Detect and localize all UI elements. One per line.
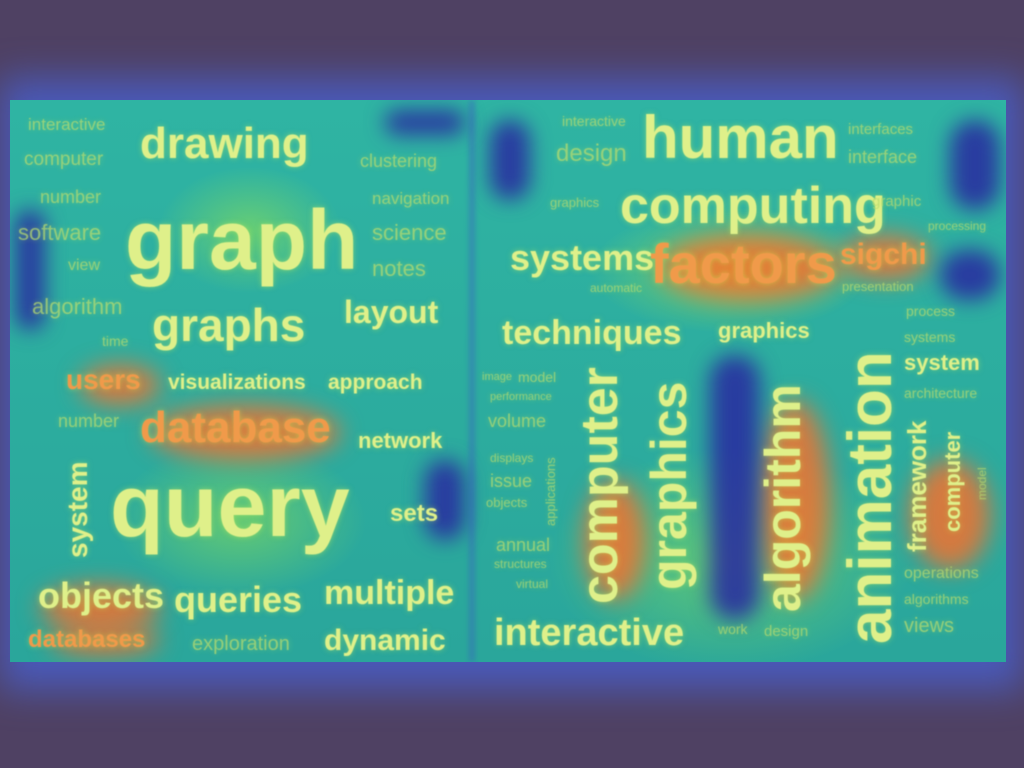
word: number bbox=[58, 411, 120, 431]
word: volume bbox=[488, 411, 547, 431]
word: graphics bbox=[550, 195, 600, 210]
word: view bbox=[68, 257, 101, 274]
word: interface bbox=[848, 147, 918, 167]
word: displays bbox=[490, 451, 534, 465]
word: model bbox=[518, 369, 557, 385]
word: visualizations bbox=[168, 371, 306, 394]
word: design bbox=[764, 623, 809, 640]
word: animation bbox=[836, 351, 905, 644]
word: dynamic bbox=[324, 624, 446, 657]
word: virtual bbox=[516, 577, 549, 591]
word: computer bbox=[940, 431, 965, 532]
word: model bbox=[975, 467, 989, 500]
heat-coldspot bbox=[385, 110, 465, 135]
word: computer bbox=[571, 367, 629, 604]
heat-coldspot bbox=[490, 120, 530, 200]
word: design bbox=[556, 140, 627, 167]
heat-hotspot bbox=[660, 235, 840, 300]
word: clustering bbox=[360, 151, 438, 171]
word: graphic bbox=[872, 193, 922, 210]
word: structures bbox=[494, 557, 547, 571]
word: techniques bbox=[502, 314, 682, 352]
word: time bbox=[102, 333, 129, 349]
word: operations bbox=[904, 565, 979, 582]
word: exploration bbox=[192, 633, 290, 655]
heat-hotspot bbox=[910, 460, 990, 570]
word: objects bbox=[486, 495, 528, 510]
word: presentation bbox=[842, 279, 914, 294]
word: interfaces bbox=[848, 121, 914, 138]
word: annual bbox=[496, 535, 551, 555]
word: queries bbox=[174, 579, 303, 620]
word: users bbox=[66, 364, 141, 395]
word: computing bbox=[620, 177, 886, 235]
word: interactive bbox=[28, 115, 106, 134]
word: applications bbox=[543, 457, 558, 526]
heat-hotspot bbox=[40, 585, 160, 630]
word: system bbox=[904, 350, 980, 375]
word: layout bbox=[344, 294, 439, 330]
word: number bbox=[40, 187, 102, 207]
heat-hotspot bbox=[585, 480, 645, 600]
word: interactive bbox=[562, 113, 626, 129]
heat-hotspot bbox=[50, 625, 160, 655]
word: graph bbox=[125, 193, 359, 287]
heat-hotspot bbox=[760, 400, 830, 600]
word: algorithm bbox=[755, 384, 811, 612]
word: image bbox=[482, 371, 512, 383]
word: automatic bbox=[590, 281, 643, 295]
word: views bbox=[904, 615, 955, 637]
word: factors bbox=[650, 232, 837, 295]
word: interactive bbox=[494, 612, 685, 654]
word: human bbox=[642, 104, 839, 171]
word: systems bbox=[510, 237, 655, 278]
word: query bbox=[110, 456, 350, 555]
word: algorithm bbox=[32, 294, 123, 319]
word: sigchi bbox=[840, 238, 927, 271]
word: databases bbox=[28, 626, 146, 653]
word: architecture bbox=[904, 385, 978, 401]
heat-hotspot bbox=[150, 405, 340, 460]
word: network bbox=[358, 428, 443, 453]
word: process bbox=[906, 303, 956, 319]
word: system bbox=[62, 461, 93, 558]
word: multiple bbox=[324, 574, 455, 612]
word: graphs bbox=[152, 299, 306, 351]
word: work bbox=[718, 621, 748, 637]
word: graphics bbox=[718, 318, 810, 343]
heat-hotspot bbox=[840, 235, 930, 280]
heat-coldspot bbox=[950, 120, 1000, 210]
word: algorithms bbox=[904, 591, 969, 607]
word: database bbox=[140, 403, 331, 452]
heat-coldspot bbox=[425, 460, 465, 540]
word: drawing bbox=[140, 119, 309, 168]
word: objects bbox=[38, 575, 165, 616]
word: performance bbox=[490, 391, 552, 403]
word: navigation bbox=[372, 189, 450, 208]
word: computer bbox=[24, 149, 104, 170]
word: issue bbox=[490, 471, 533, 491]
word: processing bbox=[928, 219, 987, 233]
word: framework bbox=[902, 420, 932, 553]
word: approach bbox=[328, 371, 423, 394]
panel-divider bbox=[470, 100, 474, 662]
heat-coldspot bbox=[15, 210, 45, 330]
word: systems bbox=[904, 329, 956, 345]
word: software bbox=[18, 220, 102, 245]
heat-coldspot bbox=[710, 355, 760, 620]
word: graphics bbox=[641, 381, 697, 590]
heat-coldspot bbox=[940, 250, 1000, 300]
heat-hotspot bbox=[80, 365, 160, 405]
word: notes bbox=[372, 256, 426, 281]
word: science bbox=[372, 220, 447, 245]
word-cloud-heatmap: interactive drawing computer clustering … bbox=[10, 100, 1006, 662]
word: sets bbox=[390, 500, 439, 527]
